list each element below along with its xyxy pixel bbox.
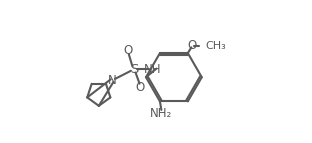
- Text: O: O: [124, 44, 133, 57]
- Text: NH: NH: [144, 63, 162, 76]
- Text: O: O: [136, 81, 145, 94]
- Text: NH₂: NH₂: [150, 107, 173, 120]
- Text: O: O: [188, 39, 197, 52]
- Text: CH₃: CH₃: [205, 41, 226, 51]
- Text: N: N: [108, 74, 117, 87]
- Text: S: S: [130, 63, 138, 76]
